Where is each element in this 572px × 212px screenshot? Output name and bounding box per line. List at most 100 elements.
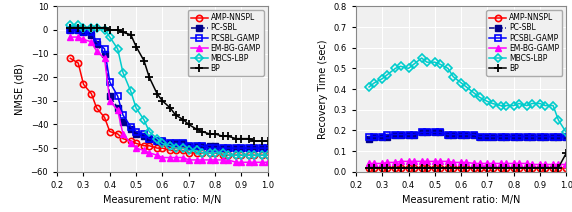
EM-BG-GAMP — [264, 161, 271, 163]
PCSBL-GAMP — [471, 133, 478, 136]
MBCS-LBP — [510, 104, 517, 107]
EM-BG-GAMP — [159, 156, 166, 159]
EM-BG-GAMP — [463, 161, 470, 164]
PC-SBL — [550, 135, 557, 138]
PCSBL-GAMP — [366, 135, 372, 138]
PC-SBL — [497, 135, 504, 138]
BP — [220, 135, 227, 138]
AMP-NNSPL — [146, 144, 153, 147]
PCSBL-GAMP — [502, 135, 509, 138]
EM-BG-GAMP — [397, 160, 404, 163]
PC-SBL — [392, 133, 399, 136]
AMP-NNSPL — [133, 142, 140, 145]
MBCS-LBP — [537, 102, 543, 105]
AMP-NNSPL — [550, 166, 557, 169]
EM-BG-GAMP — [185, 159, 192, 161]
AMP-NNSPL — [371, 166, 378, 169]
EM-BG-GAMP — [88, 40, 95, 43]
MBCS-LBP — [542, 104, 549, 107]
PC-SBL — [463, 133, 470, 136]
BP — [133, 45, 140, 48]
AMP-NNSPL — [259, 154, 266, 156]
EM-BG-GAMP — [379, 162, 386, 165]
MBCS-LBP — [238, 154, 245, 156]
AMP-NNSPL — [154, 147, 161, 149]
AMP-NNSPL — [264, 154, 271, 156]
EM-BG-GAMP — [410, 160, 417, 163]
PCSBL-GAMP — [497, 135, 504, 138]
AMP-NNSPL — [128, 140, 134, 142]
PC-SBL — [180, 142, 187, 145]
PC-SBL — [523, 135, 530, 138]
PCSBL-GAMP — [463, 133, 470, 136]
BP — [264, 140, 271, 142]
BP — [458, 166, 464, 169]
PC-SBL — [88, 33, 95, 36]
PCSBL-GAMP — [418, 131, 425, 134]
BP — [180, 119, 187, 121]
PC-SBL — [225, 147, 232, 149]
AMP-NNSPL — [93, 107, 100, 109]
PCSBL-GAMP — [88, 31, 95, 34]
BP — [550, 166, 557, 169]
EM-BG-GAMP — [167, 156, 174, 159]
BP — [206, 133, 213, 135]
PCSBL-GAMP — [542, 135, 549, 138]
EM-BG-GAMP — [555, 163, 562, 166]
EM-BG-GAMP — [128, 142, 134, 145]
AMP-NNSPL — [238, 154, 245, 156]
MBCS-LBP — [476, 96, 483, 99]
Line: AMP-NNSPL: AMP-NNSPL — [366, 165, 569, 171]
EM-BG-GAMP — [550, 163, 557, 166]
EM-BG-GAMP — [220, 159, 227, 161]
PC-SBL — [193, 144, 200, 147]
MBCS-LBP — [259, 154, 266, 156]
PCSBL-GAMP — [405, 133, 412, 136]
PC-SBL — [436, 131, 443, 134]
BP — [251, 140, 258, 142]
MBCS-LBP — [67, 24, 74, 26]
AMP-NNSPL — [405, 166, 412, 169]
MBCS-LBP — [444, 67, 451, 70]
PC-SBL — [159, 140, 166, 142]
EM-BG-GAMP — [172, 156, 179, 159]
EM-BG-GAMP — [489, 162, 496, 165]
PCSBL-GAMP — [384, 133, 391, 136]
AMP-NNSPL — [379, 166, 386, 169]
Y-axis label: Recovery Time (sec): Recovery Time (sec) — [318, 39, 328, 139]
AMP-NNSPL — [410, 166, 417, 169]
MBCS-LBP — [523, 104, 530, 107]
AMP-NNSPL — [489, 166, 496, 169]
BP — [476, 166, 483, 169]
AMP-NNSPL — [542, 166, 549, 169]
BP — [67, 26, 74, 29]
PCSBL-GAMP — [510, 135, 517, 138]
BP — [159, 100, 166, 102]
EM-BG-GAMP — [510, 162, 517, 165]
PC-SBL — [114, 107, 121, 109]
BP — [431, 166, 438, 169]
PC-SBL — [502, 135, 509, 138]
PC-SBL — [471, 133, 478, 136]
AMP-NNSPL — [423, 166, 430, 169]
AMP-NNSPL — [563, 166, 570, 169]
BP — [436, 166, 443, 169]
PCSBL-GAMP — [233, 147, 240, 149]
PCSBL-GAMP — [484, 135, 491, 138]
BP — [563, 152, 570, 154]
MBCS-LBP — [405, 67, 412, 70]
PCSBL-GAMP — [220, 147, 227, 149]
Line: PC-SBL: PC-SBL — [67, 27, 271, 151]
PC-SBL — [264, 147, 271, 149]
EM-BG-GAMP — [476, 162, 483, 165]
MBCS-LBP — [251, 154, 258, 156]
PC-SBL — [510, 135, 517, 138]
EM-BG-GAMP — [154, 154, 161, 156]
PCSBL-GAMP — [379, 135, 386, 138]
MBCS-LBP — [471, 92, 478, 95]
PCSBL-GAMP — [238, 147, 245, 149]
PC-SBL — [563, 135, 570, 138]
EM-BG-GAMP — [366, 162, 372, 165]
EM-BG-GAMP — [193, 159, 200, 161]
Legend: AMP-NNSPL, PC-SBL, PCSBL-GAMP, EM-BG-GAMP, MBCS-LBP, BP: AMP-NNSPL, PC-SBL, PCSBL-GAMP, EM-BG-GAM… — [188, 10, 264, 76]
